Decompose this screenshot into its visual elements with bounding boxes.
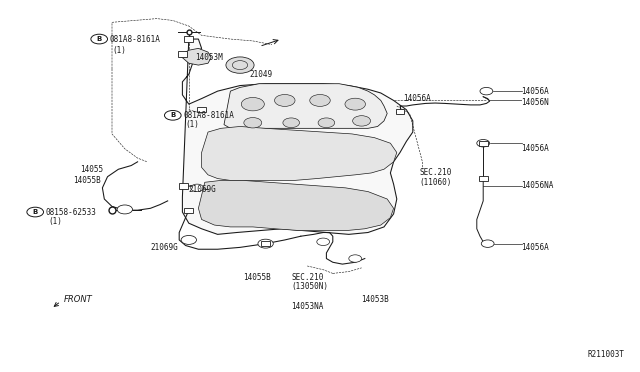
Text: 14056N: 14056N <box>522 98 549 107</box>
FancyBboxPatch shape <box>184 208 193 213</box>
Circle shape <box>480 87 493 95</box>
Circle shape <box>258 239 273 248</box>
Circle shape <box>353 116 371 126</box>
Circle shape <box>349 255 362 262</box>
FancyBboxPatch shape <box>179 183 188 189</box>
Text: B: B <box>97 36 102 42</box>
Text: 14053B: 14053B <box>362 295 389 304</box>
Polygon shape <box>224 84 387 128</box>
Circle shape <box>481 240 494 247</box>
Text: (11060): (11060) <box>419 178 452 187</box>
Circle shape <box>310 94 330 106</box>
Circle shape <box>283 118 300 128</box>
Text: R211003T: R211003T <box>587 350 624 359</box>
Circle shape <box>226 57 254 73</box>
Text: SEC.210: SEC.210 <box>419 169 452 177</box>
Text: 14055B: 14055B <box>243 273 271 282</box>
FancyBboxPatch shape <box>479 176 488 181</box>
Text: SEC.210: SEC.210 <box>291 273 324 282</box>
FancyBboxPatch shape <box>184 36 193 42</box>
Text: 14056A: 14056A <box>403 94 431 103</box>
Text: 081A8-8161A: 081A8-8161A <box>109 35 160 44</box>
Circle shape <box>318 118 335 128</box>
Text: (13050N): (13050N) <box>291 282 328 291</box>
Text: 14053M: 14053M <box>195 53 223 62</box>
Text: 14053NA: 14053NA <box>291 302 324 311</box>
Text: FRONT: FRONT <box>64 295 93 304</box>
Circle shape <box>477 140 490 147</box>
FancyBboxPatch shape <box>479 141 488 146</box>
Text: 14056A: 14056A <box>522 144 549 153</box>
Circle shape <box>244 118 262 128</box>
FancyBboxPatch shape <box>197 107 206 112</box>
Text: 21069G: 21069G <box>150 243 178 252</box>
Circle shape <box>117 205 132 214</box>
Text: 21049: 21049 <box>250 70 273 79</box>
Text: (1): (1) <box>112 46 126 55</box>
Text: (1): (1) <box>186 120 200 129</box>
Text: 14056A: 14056A <box>522 243 549 252</box>
Text: B: B <box>33 209 38 215</box>
Text: 08158-62533: 08158-62533 <box>45 208 96 217</box>
Circle shape <box>241 97 264 111</box>
Polygon shape <box>202 126 397 180</box>
Text: 14056NA: 14056NA <box>522 182 554 190</box>
Circle shape <box>191 184 204 192</box>
Text: B: B <box>170 112 175 118</box>
FancyBboxPatch shape <box>261 241 270 246</box>
Text: 081A8-8161A: 081A8-8161A <box>183 111 234 120</box>
Text: 14055B: 14055B <box>74 176 101 185</box>
Polygon shape <box>179 48 211 65</box>
FancyBboxPatch shape <box>396 109 404 114</box>
Text: 14056A: 14056A <box>522 87 549 96</box>
Text: 21069G: 21069G <box>189 185 216 194</box>
Polygon shape <box>198 180 394 231</box>
Circle shape <box>345 98 365 110</box>
FancyBboxPatch shape <box>178 51 187 57</box>
Polygon shape <box>182 39 413 234</box>
Circle shape <box>181 235 196 244</box>
Circle shape <box>317 238 330 246</box>
Circle shape <box>275 94 295 106</box>
Text: 14055: 14055 <box>80 165 103 174</box>
Text: (1): (1) <box>48 217 62 226</box>
